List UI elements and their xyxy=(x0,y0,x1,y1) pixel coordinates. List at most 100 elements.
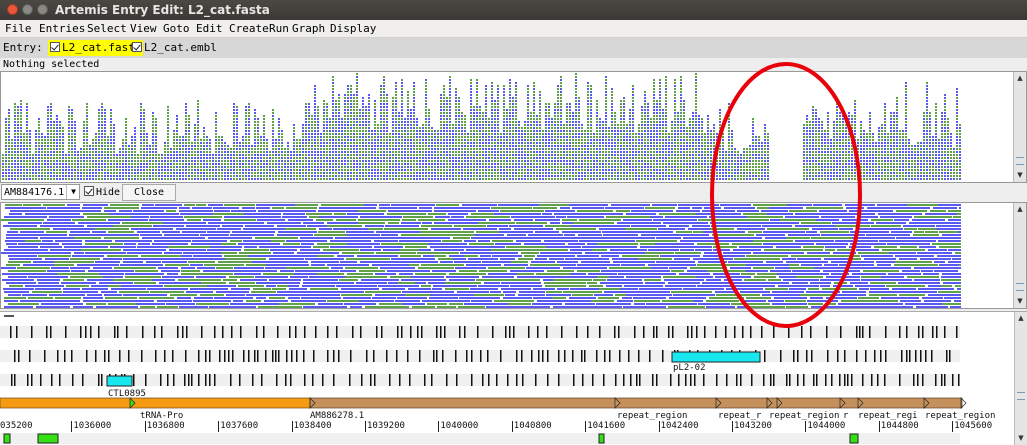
vertical-scrollbar[interactable]: ▲ ▼ xyxy=(1013,72,1026,182)
menu-goto[interactable]: Goto xyxy=(163,22,190,35)
menu-select[interactable]: Select xyxy=(87,22,127,35)
menu-run[interactable]: Run xyxy=(269,22,289,35)
ruler-label: 1045600 xyxy=(954,421,993,431)
scroll-grip[interactable] xyxy=(1016,157,1024,165)
feature-arrow xyxy=(923,397,930,409)
bam-paired-reads xyxy=(1,204,961,308)
ruler-label: 1043200 xyxy=(734,421,772,431)
vertical-scrollbar[interactable]: ▲ ▼ xyxy=(1013,203,1026,308)
feature-label: repeat_region xyxy=(769,411,840,421)
entry-name: L2_cat.embl xyxy=(144,41,217,54)
ruler-label: 1042400 xyxy=(660,421,699,431)
feature-tracks xyxy=(0,315,967,444)
menu-edit[interactable]: Edit xyxy=(196,22,223,35)
feature-label: tRNA-Pro xyxy=(140,411,184,421)
feature-display[interactable]: CTL0895 pL2-02 tRNA-Pro AM886278.1 repea… xyxy=(0,311,1027,445)
feature-label: repeat_regi xyxy=(858,411,918,421)
close-window-button[interactable] xyxy=(7,4,18,15)
scroll-grip[interactable] xyxy=(1016,283,1024,291)
scroll-grip[interactable] xyxy=(1017,392,1025,400)
ruler-label: 1044800 xyxy=(880,421,919,431)
ruler-tick xyxy=(952,421,954,432)
ruler-label: 035200 xyxy=(0,421,33,431)
ruler-tick xyxy=(144,421,146,432)
ruler-tick xyxy=(218,421,220,432)
cds-feature xyxy=(106,375,133,387)
ruler-tick xyxy=(585,421,587,432)
menu-display[interactable]: Display xyxy=(330,22,377,35)
feature-arrow xyxy=(766,397,773,409)
hide-checkbox[interactable]: Hide xyxy=(84,186,120,199)
cds-feature xyxy=(598,433,605,444)
ruler-label: 1038400 xyxy=(293,421,332,431)
gene-label: pL2-02 xyxy=(673,363,706,373)
feature-arrow xyxy=(857,397,864,409)
sequence-select-value: AM884176.1 xyxy=(4,187,65,198)
checkbox-icon[interactable] xyxy=(132,42,142,52)
chevron-down-icon[interactable]: ▼ xyxy=(66,185,80,199)
scroll-down-icon[interactable]: ▼ xyxy=(1017,171,1023,179)
position-ruler: 035200 1036000 1036800 1037600 1038400 103920… xyxy=(0,421,1012,432)
cds-feature xyxy=(3,433,11,444)
frame-track xyxy=(0,326,960,338)
ruler-label: 1044000 xyxy=(807,421,846,431)
region-feature xyxy=(309,397,963,409)
scroll-up-icon[interactable]: ▲ xyxy=(1017,74,1023,82)
cds-feature xyxy=(849,433,859,444)
ruler-tick xyxy=(365,421,366,432)
feature-label: repeat_region xyxy=(617,411,688,421)
read-stack-group xyxy=(2,73,961,180)
ruler-label: 1037600 xyxy=(220,421,259,431)
scroll-down-icon[interactable]: ▼ xyxy=(1018,434,1024,442)
ruler-tick xyxy=(291,421,293,432)
feature-label: repeat_r xyxy=(718,411,762,421)
feature-arrow xyxy=(129,397,136,409)
menu-file[interactable]: File xyxy=(5,22,32,35)
ruler-label: 1040000 xyxy=(440,421,479,431)
reverse-track xyxy=(0,433,960,444)
ruler-tick xyxy=(805,421,807,432)
feature-label: r xyxy=(843,411,849,421)
ruler-tick xyxy=(511,421,513,432)
feature-arrow xyxy=(776,397,783,409)
ruler-label: 1036000 xyxy=(73,421,112,431)
maximize-window-button[interactable] xyxy=(37,4,48,15)
bam-stack-reads xyxy=(2,73,961,180)
scroll-indicator xyxy=(4,315,14,317)
bam-paired-view[interactable]: ▲ ▼ xyxy=(0,202,1027,309)
scroll-up-icon[interactable]: ▲ xyxy=(1018,314,1024,322)
window-title: Artemis Entry Edit: L2_cat.fasta xyxy=(55,3,270,17)
checkbox-icon[interactable] xyxy=(50,42,60,52)
checkbox-icon[interactable] xyxy=(84,186,94,196)
region-feature xyxy=(0,397,311,409)
bam-stack-view[interactable]: ▲ ▼ xyxy=(0,71,1027,183)
hide-label: Hide xyxy=(96,187,121,198)
menu-graph[interactable]: Graph xyxy=(292,22,326,35)
vertical-scrollbar[interactable]: ▲ ▼ xyxy=(1014,312,1027,445)
stop-codon-marks xyxy=(11,374,960,386)
close-button[interactable]: Close xyxy=(122,184,176,201)
feature-arrow xyxy=(839,397,846,409)
ruler-label: 1039200 xyxy=(367,421,405,431)
scroll-up-icon[interactable]: ▲ xyxy=(1017,205,1023,213)
scroll-down-icon[interactable]: ▼ xyxy=(1017,297,1023,305)
feature-label: AM886278.1 xyxy=(310,411,365,421)
menu-view[interactable]: View xyxy=(130,22,157,35)
feature-arrow xyxy=(309,397,316,409)
entry-toggle-embl[interactable]: L2_cat.embl xyxy=(132,40,217,56)
menu-create[interactable]: Create xyxy=(229,22,269,35)
entry-label: Entry: xyxy=(3,41,43,54)
bam-controls: AM884176.1 ▼ Hide Close xyxy=(0,183,1027,202)
menu-entries[interactable]: Entries xyxy=(39,22,86,35)
stop-codon-marks xyxy=(10,326,958,338)
sequence-select[interactable]: AM884176.1 ▼ xyxy=(1,184,80,200)
ruler-label: 1036800 xyxy=(146,421,185,431)
menu-bar: File Entries Select View Goto Edit Creat… xyxy=(0,20,1027,38)
paired-reads-group xyxy=(1,204,961,308)
ruler-tick xyxy=(732,421,733,432)
cds-feature xyxy=(37,433,59,444)
feature-arrow xyxy=(960,397,967,409)
entry-toggle-fasta[interactable]: L2_cat.fasta xyxy=(48,40,144,56)
minimize-window-button[interactable] xyxy=(22,4,33,15)
